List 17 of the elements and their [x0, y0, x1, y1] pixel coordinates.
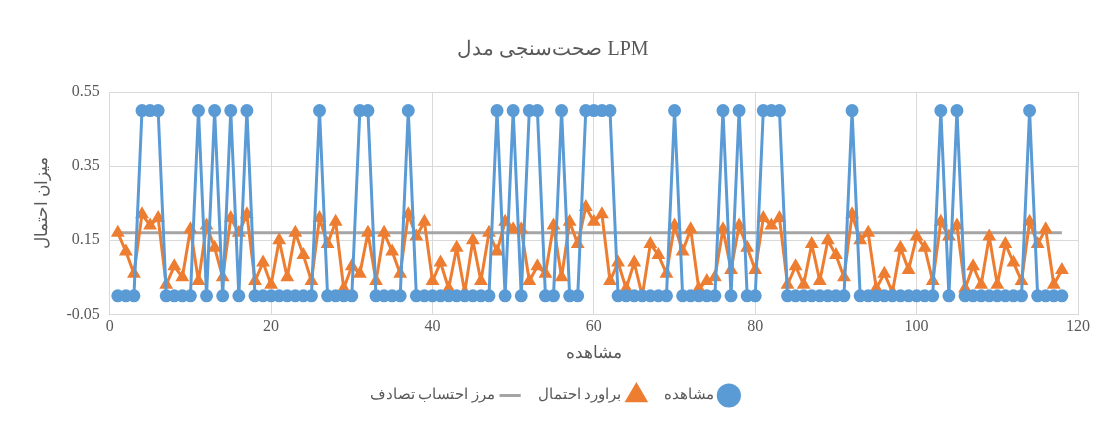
y-axis-title: میزان احتمال [31, 157, 52, 250]
x-tick-label: 120 [1066, 317, 1090, 335]
x-tick-label: 60 [585, 317, 602, 335]
x-tick-label: 80 [747, 317, 764, 335]
x-tick-label: 0 [105, 317, 114, 335]
y-tick-label: 0.15 [71, 230, 100, 248]
y-tick-label: 0.55 [71, 82, 100, 100]
legend-label: براورد احتمال [537, 386, 622, 404]
chart-title: صحت‌سنجی مدل LPM [457, 37, 649, 60]
legend-label: مرز احتساب تصادف [369, 386, 496, 404]
y-tick-label: 0.35 [71, 156, 100, 174]
legend-label: مشاهده [663, 386, 714, 403]
x-tick-label: 100 [904, 317, 929, 335]
y-tick-label: -0.05 [66, 304, 100, 322]
x-tick-label: 20 [263, 317, 280, 335]
x-axis-title: مشاهده [565, 343, 622, 363]
x-tick-label: 40 [424, 317, 441, 335]
